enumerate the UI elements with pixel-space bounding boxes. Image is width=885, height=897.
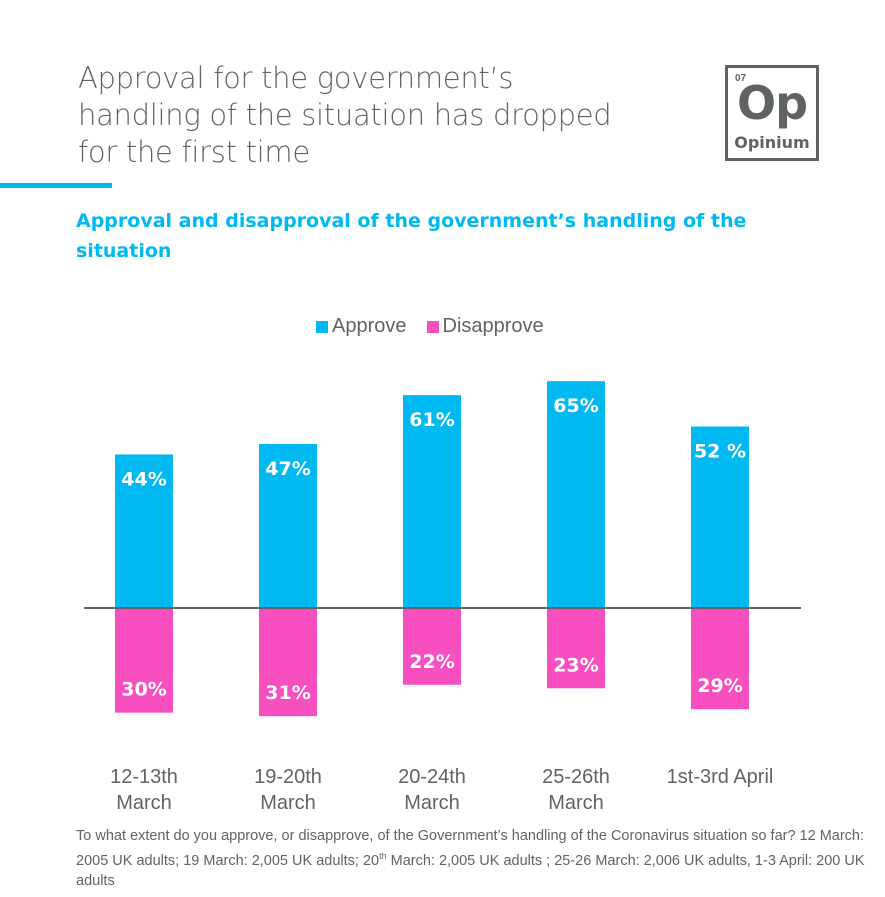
bar-disapprove-1st-3rd-april <box>691 608 749 710</box>
legend-item-disapprove: Disapprove <box>426 315 544 338</box>
data-label-disapprove: 29% <box>697 675 742 697</box>
data-label-disapprove: 22% <box>409 651 454 673</box>
x-tick-label-line: 12-13th <box>110 766 178 788</box>
footnote-sup: th <box>379 851 387 861</box>
bar-approve-25-26th-march <box>547 381 605 608</box>
title-accent-bar <box>0 183 112 188</box>
x-tick-label-line: March <box>404 792 460 814</box>
x-tick-label-line: 20-24th <box>398 766 466 788</box>
x-tick-label-line: March <box>260 792 316 814</box>
x-tick-label-line: 25-26th <box>542 766 610 788</box>
x-tick-label: 12-13th March <box>79 764 209 816</box>
data-label-disapprove: 30% <box>121 679 166 701</box>
bar-disapprove-25-26th-march <box>547 608 605 689</box>
logo-symbol: Op <box>736 76 808 130</box>
opinium-logo: 07 Op Opinium <box>725 65 819 161</box>
legend-item-approve: Approve <box>316 315 407 338</box>
data-label-approve: 61% <box>409 409 454 431</box>
footnote-part2: March: 2,005 UK adults ; 25-26 March: 2,… <box>76 852 865 889</box>
data-label-disapprove: 31% <box>265 682 310 704</box>
x-tick-label-line: March <box>116 792 172 814</box>
logo-number: 07 <box>735 73 747 84</box>
bar-disapprove-20-24th-march <box>403 608 461 685</box>
x-tick-label: 1st-3rd April <box>655 764 785 790</box>
logo-name: Opinium <box>734 133 810 152</box>
footnote-part1: To what extent do you approve, or disapp… <box>76 828 865 869</box>
legend-swatch-approve <box>316 320 328 333</box>
bar-disapprove-12-13th-march <box>115 608 173 713</box>
x-tick-label: 20-24th March <box>367 764 497 816</box>
bar-disapprove-19-20th-march <box>259 608 317 717</box>
x-tick-label-line: 19-20th <box>254 766 322 788</box>
data-label-approve: 52 % <box>694 441 746 463</box>
data-label-approve: 65% <box>553 395 598 417</box>
bar-approve-20-24th-march <box>403 395 461 608</box>
footnote: To what extent do you approve, or disapp… <box>76 826 866 891</box>
legend-label-approve: Approve <box>332 315 407 337</box>
x-tick-label: 19-20th March <box>223 764 353 816</box>
page-title: Approval for the government’s handling o… <box>78 61 612 169</box>
bar-approve-19-20th-march <box>259 443 317 608</box>
data-label-disapprove: 23% <box>553 654 598 676</box>
data-label-approve: 47% <box>265 458 310 480</box>
bar-approve-1st-3rd-april <box>691 426 749 608</box>
data-label-approve: 44% <box>121 468 166 490</box>
x-tick-label-line: 1st-3rd April <box>666 766 774 788</box>
legend-swatch-disapprove <box>426 320 439 333</box>
bar-approve-12-13th-march <box>115 454 173 608</box>
legend-label-disapprove: Disapprove <box>442 315 544 337</box>
chart-legend: Approve Disapprove <box>316 315 544 338</box>
x-tick-label: 25-26th March <box>511 764 641 816</box>
x-tick-label-line: March <box>548 792 604 814</box>
chart-title: Approval and disapproval of the governme… <box>76 210 747 262</box>
